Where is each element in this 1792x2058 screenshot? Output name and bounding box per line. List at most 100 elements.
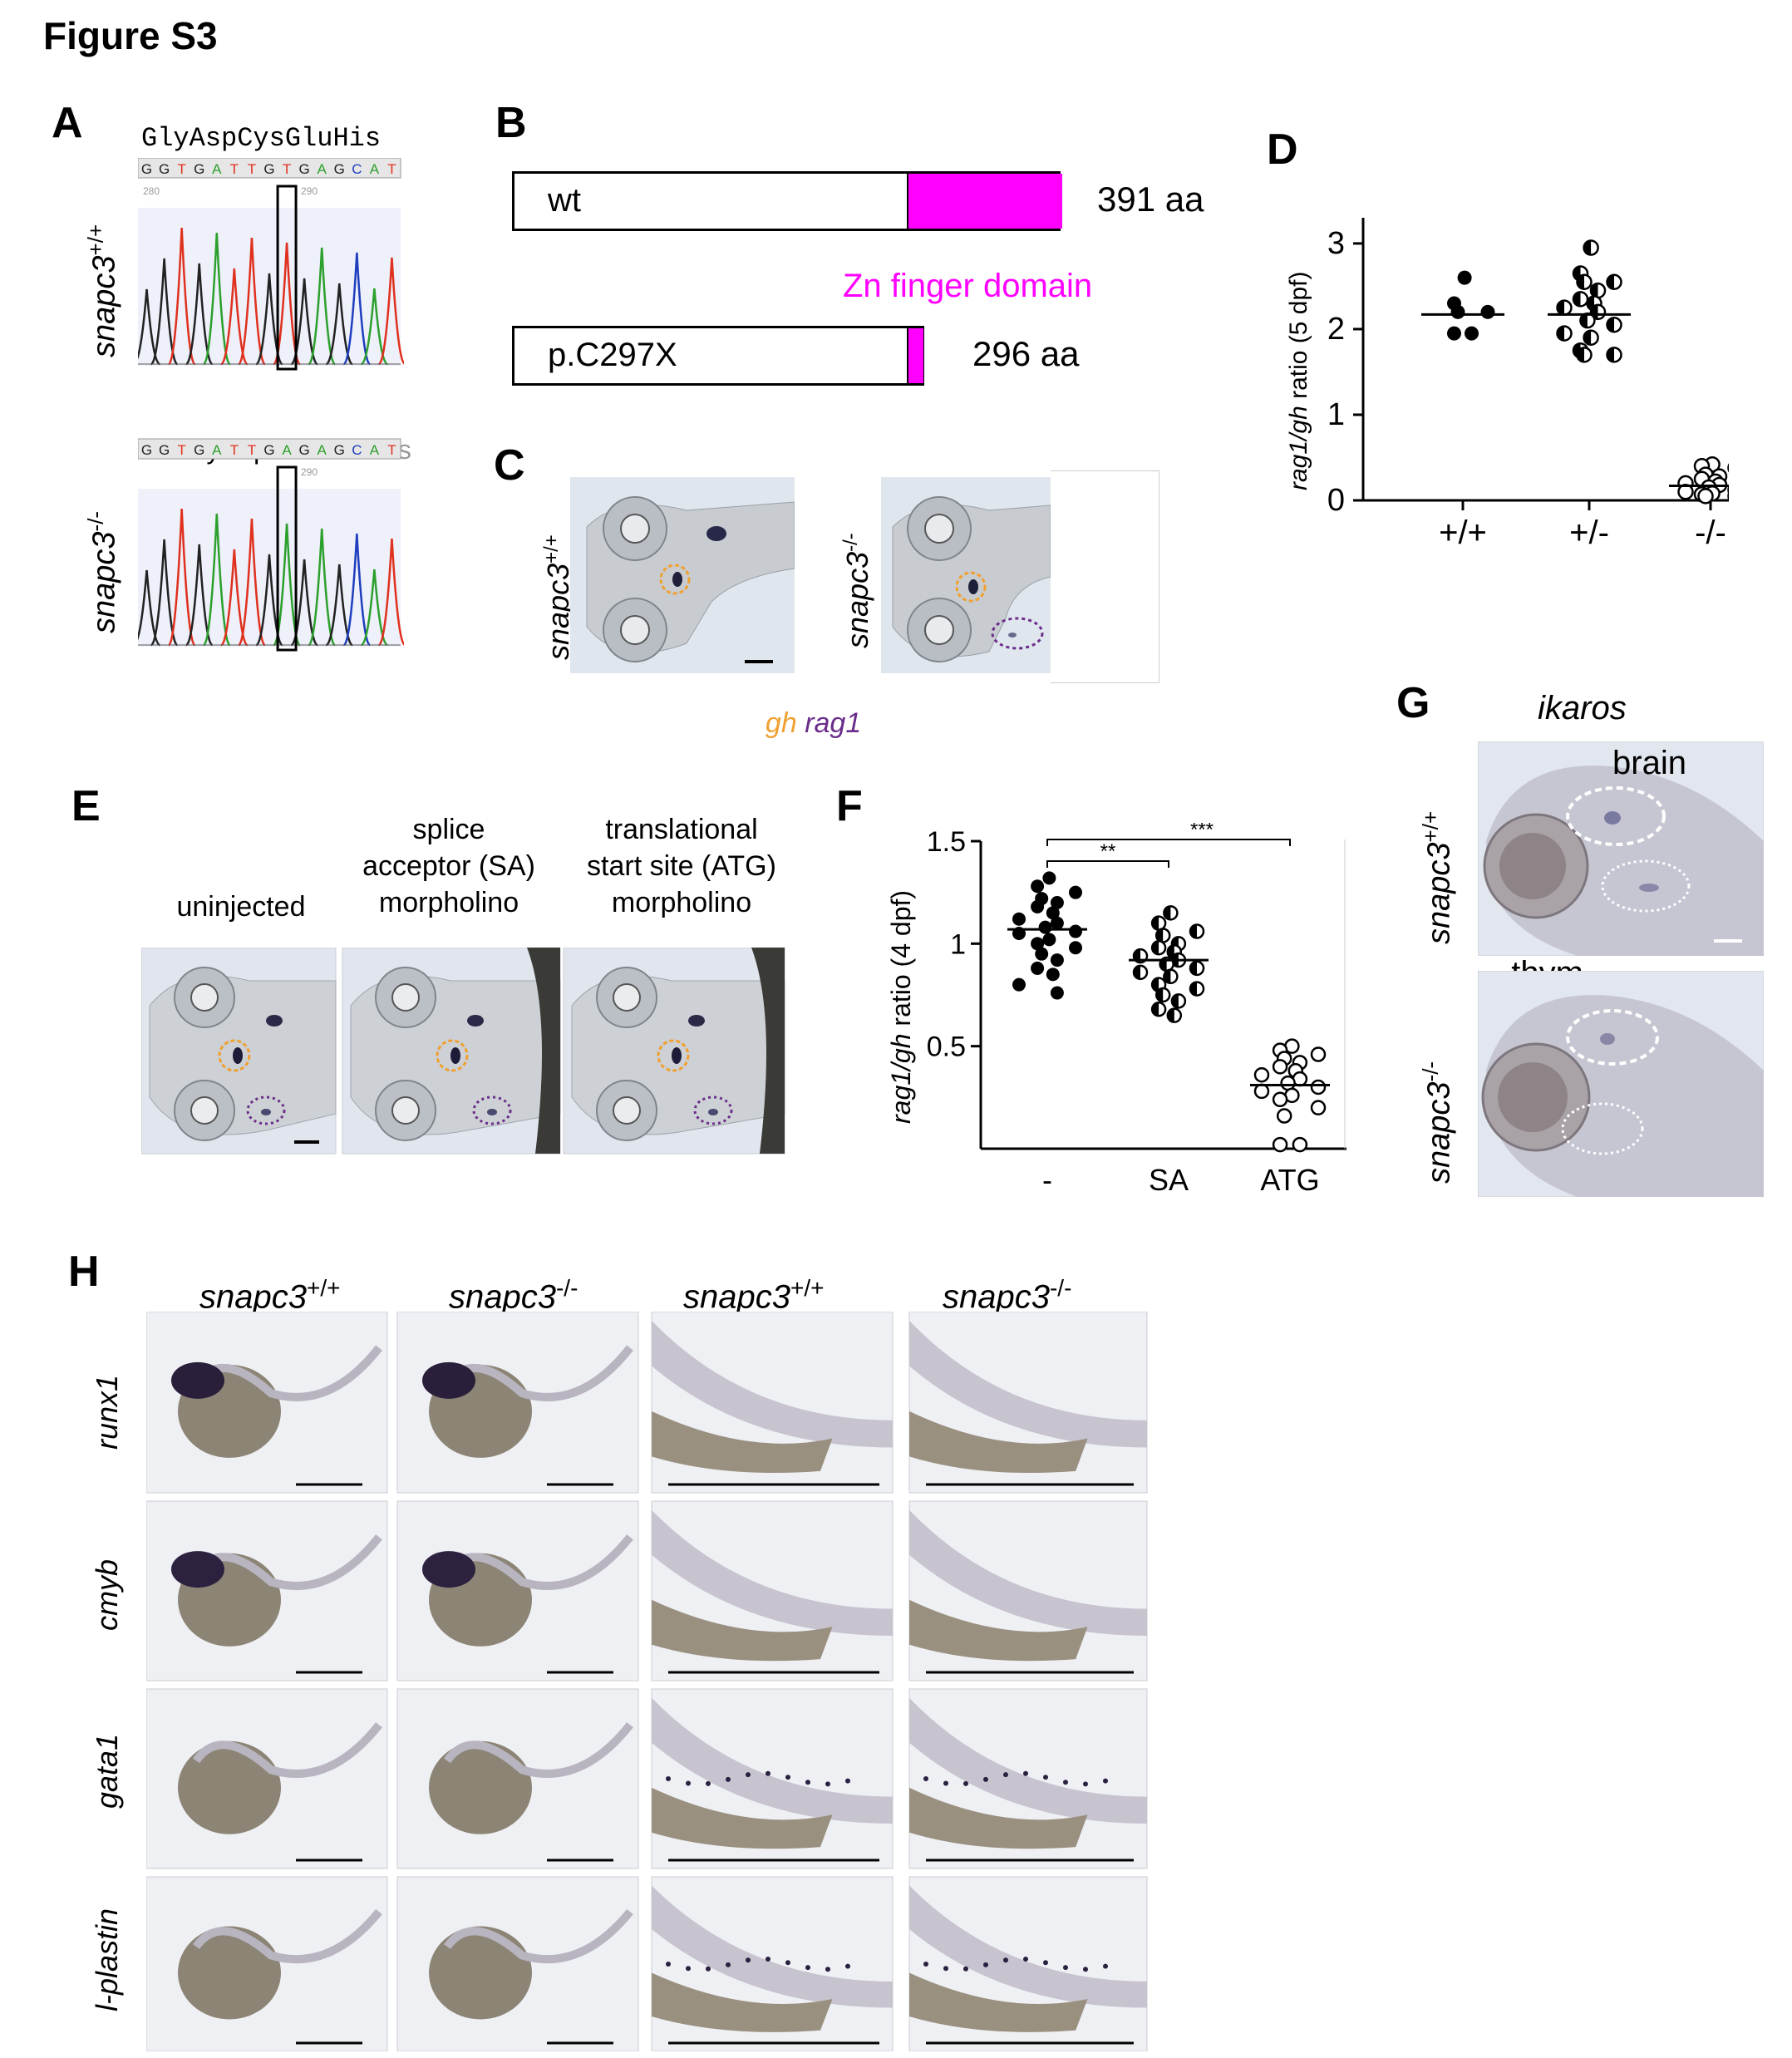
panel-c-mut-larva-image [881,477,1051,673]
x-tick-label: -/- [1695,514,1726,551]
y-tick-label: 0 [1327,483,1345,518]
stained-cell [983,1776,988,1782]
panel-g-brain-label: brain [1612,745,1686,781]
trace-peak [325,283,353,366]
lens [190,1096,219,1125]
panel-label-a: A [52,99,83,147]
base-call: T [248,442,256,458]
data-point [1606,347,1622,363]
base-call: A [212,442,222,458]
gh-circle [657,1039,690,1072]
ish-image [908,1876,1148,2051]
stained-cell [845,1778,850,1784]
ish-image [146,1500,388,1681]
panel-a-wt-protein: GlyAspCysGluHis [141,123,382,154]
stained-cell [766,1770,770,1776]
trunk [909,1885,1147,2008]
mut-zn-finger-domain [907,328,923,383]
data-point [1310,1100,1327,1115]
stained-cell [766,1956,770,1962]
trace-peak [220,549,249,647]
yolk-extension [909,1599,1088,1662]
panel-e-images [141,948,785,1155]
stained-cell [1043,1960,1048,1966]
stained-cell [923,1962,928,1967]
yolk [178,1740,281,1834]
panel-e-col2-header: splice acceptor (SA) morpholino [341,811,557,921]
position-number: 290 [301,185,318,197]
base-call: T [177,442,185,458]
y-tick-label: 3 [1327,226,1345,261]
data-point [1069,924,1082,938]
gh-stain [450,1047,460,1064]
data-point [1583,239,1599,256]
position-number: 290 [301,466,318,478]
base-call: T [177,161,185,177]
yolk-extension [909,1972,1088,2032]
stain [688,1015,705,1027]
wt-zn-finger-domain [907,174,1062,229]
base-call: T [230,161,239,177]
yolk [429,1926,532,2020]
data-point [1042,871,1056,885]
base-call: G [299,161,310,177]
gh-circle [436,1039,469,1072]
base-call: G [334,442,345,458]
data-point [1046,967,1060,982]
stained-cell [1003,1957,1008,1963]
data-point [1310,1046,1327,1062]
trace-peak [378,257,404,366]
panel-f-chart: 0.511.5- SA ATG***** [927,823,1346,1197]
trunk [909,1320,1147,1448]
trace-peak [361,569,388,647]
stained-cell [1103,1963,1108,1969]
panel-d-ylabel: rag1/gh ratio (5 dpf) [1285,271,1312,490]
base-call: G [334,161,345,177]
ish-image [396,1500,639,1681]
panel-g-title: ikaros [1538,690,1627,726]
data-point [1069,941,1082,955]
stained-cell [686,1780,691,1786]
panel-label-b: B [495,99,527,147]
stain [266,1015,283,1027]
tail [192,1722,382,1778]
trunk [652,1885,893,2008]
data-point [1154,987,1171,1003]
data-point [1050,986,1064,1000]
data-point [1132,964,1149,981]
stained-cell [805,1965,810,1971]
ish-image [396,1876,639,2051]
data-point [1727,491,1729,501]
data-point [1606,317,1622,333]
trace-peak [185,263,214,366]
data-point [1576,273,1593,291]
significance-bracket [1046,860,1169,868]
data-point [1572,291,1589,308]
col3-line3: morpholino [611,887,752,918]
head-stain [422,1551,475,1588]
panel-c-outline [1051,470,1159,683]
panel-label-g: G [1396,679,1430,727]
data-point [1038,920,1052,934]
stained-cell [943,1780,948,1786]
base-call: G [194,442,204,458]
gh-stain [672,1047,682,1064]
stained-cell [845,1963,850,1969]
yolk-extension [909,1787,1088,1849]
data-point [1272,1091,1288,1108]
yolk-edge [751,948,785,1154]
rag1-circle [693,1095,733,1125]
data-point [1031,899,1045,913]
panel-label-c: C [494,441,525,490]
data-point [1046,906,1060,920]
mut-protein-bar: p.C297X [512,326,924,386]
base-call: G [141,442,152,458]
stained-cell [825,1781,830,1787]
y-tick-label: 1 [1327,397,1345,432]
base-call: G [299,442,310,458]
col3-line2: start site (ATG) [587,850,776,882]
stained-cell [686,1966,691,1972]
panel-f-ylabel: rag1/gh ratio (4 dpf) [886,889,916,1124]
x-tick-label: +/- [1569,514,1609,551]
